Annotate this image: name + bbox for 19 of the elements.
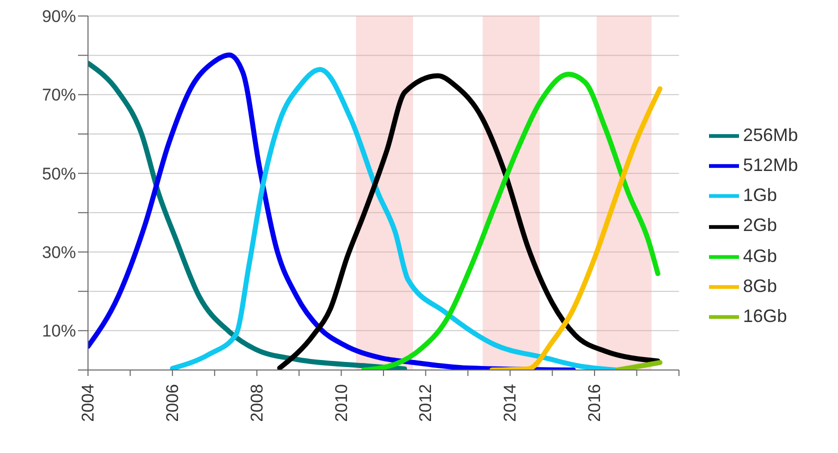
- y-tick-label: 30%: [42, 243, 76, 262]
- legend-label: 2Gb: [742, 215, 777, 236]
- x-tick-label: 2016: [585, 384, 604, 422]
- y-tick-label: 50%: [42, 164, 76, 184]
- y-tick-label: 70%: [42, 86, 76, 105]
- x-tick-label: 2008: [247, 384, 266, 422]
- legend-label: 512Mb: [742, 154, 798, 175]
- legend-label: 4Gb: [742, 246, 777, 266]
- x-tick-label: 2010: [332, 384, 351, 422]
- x-tick-label: 2014: [500, 384, 520, 422]
- legend-label: 256Mb: [742, 124, 798, 145]
- y-tick-label: 90%: [42, 7, 76, 26]
- x-tick-label: 2004: [78, 384, 98, 422]
- legend-label: 16Gb: [742, 306, 787, 326]
- x-tick-label: 2012: [416, 384, 436, 422]
- legend-label: 1Gb: [742, 185, 777, 206]
- legend-label: 8Gb: [742, 276, 777, 296]
- y-tick-label: 10%: [42, 322, 76, 341]
- x-tick-label: 2006: [162, 384, 182, 422]
